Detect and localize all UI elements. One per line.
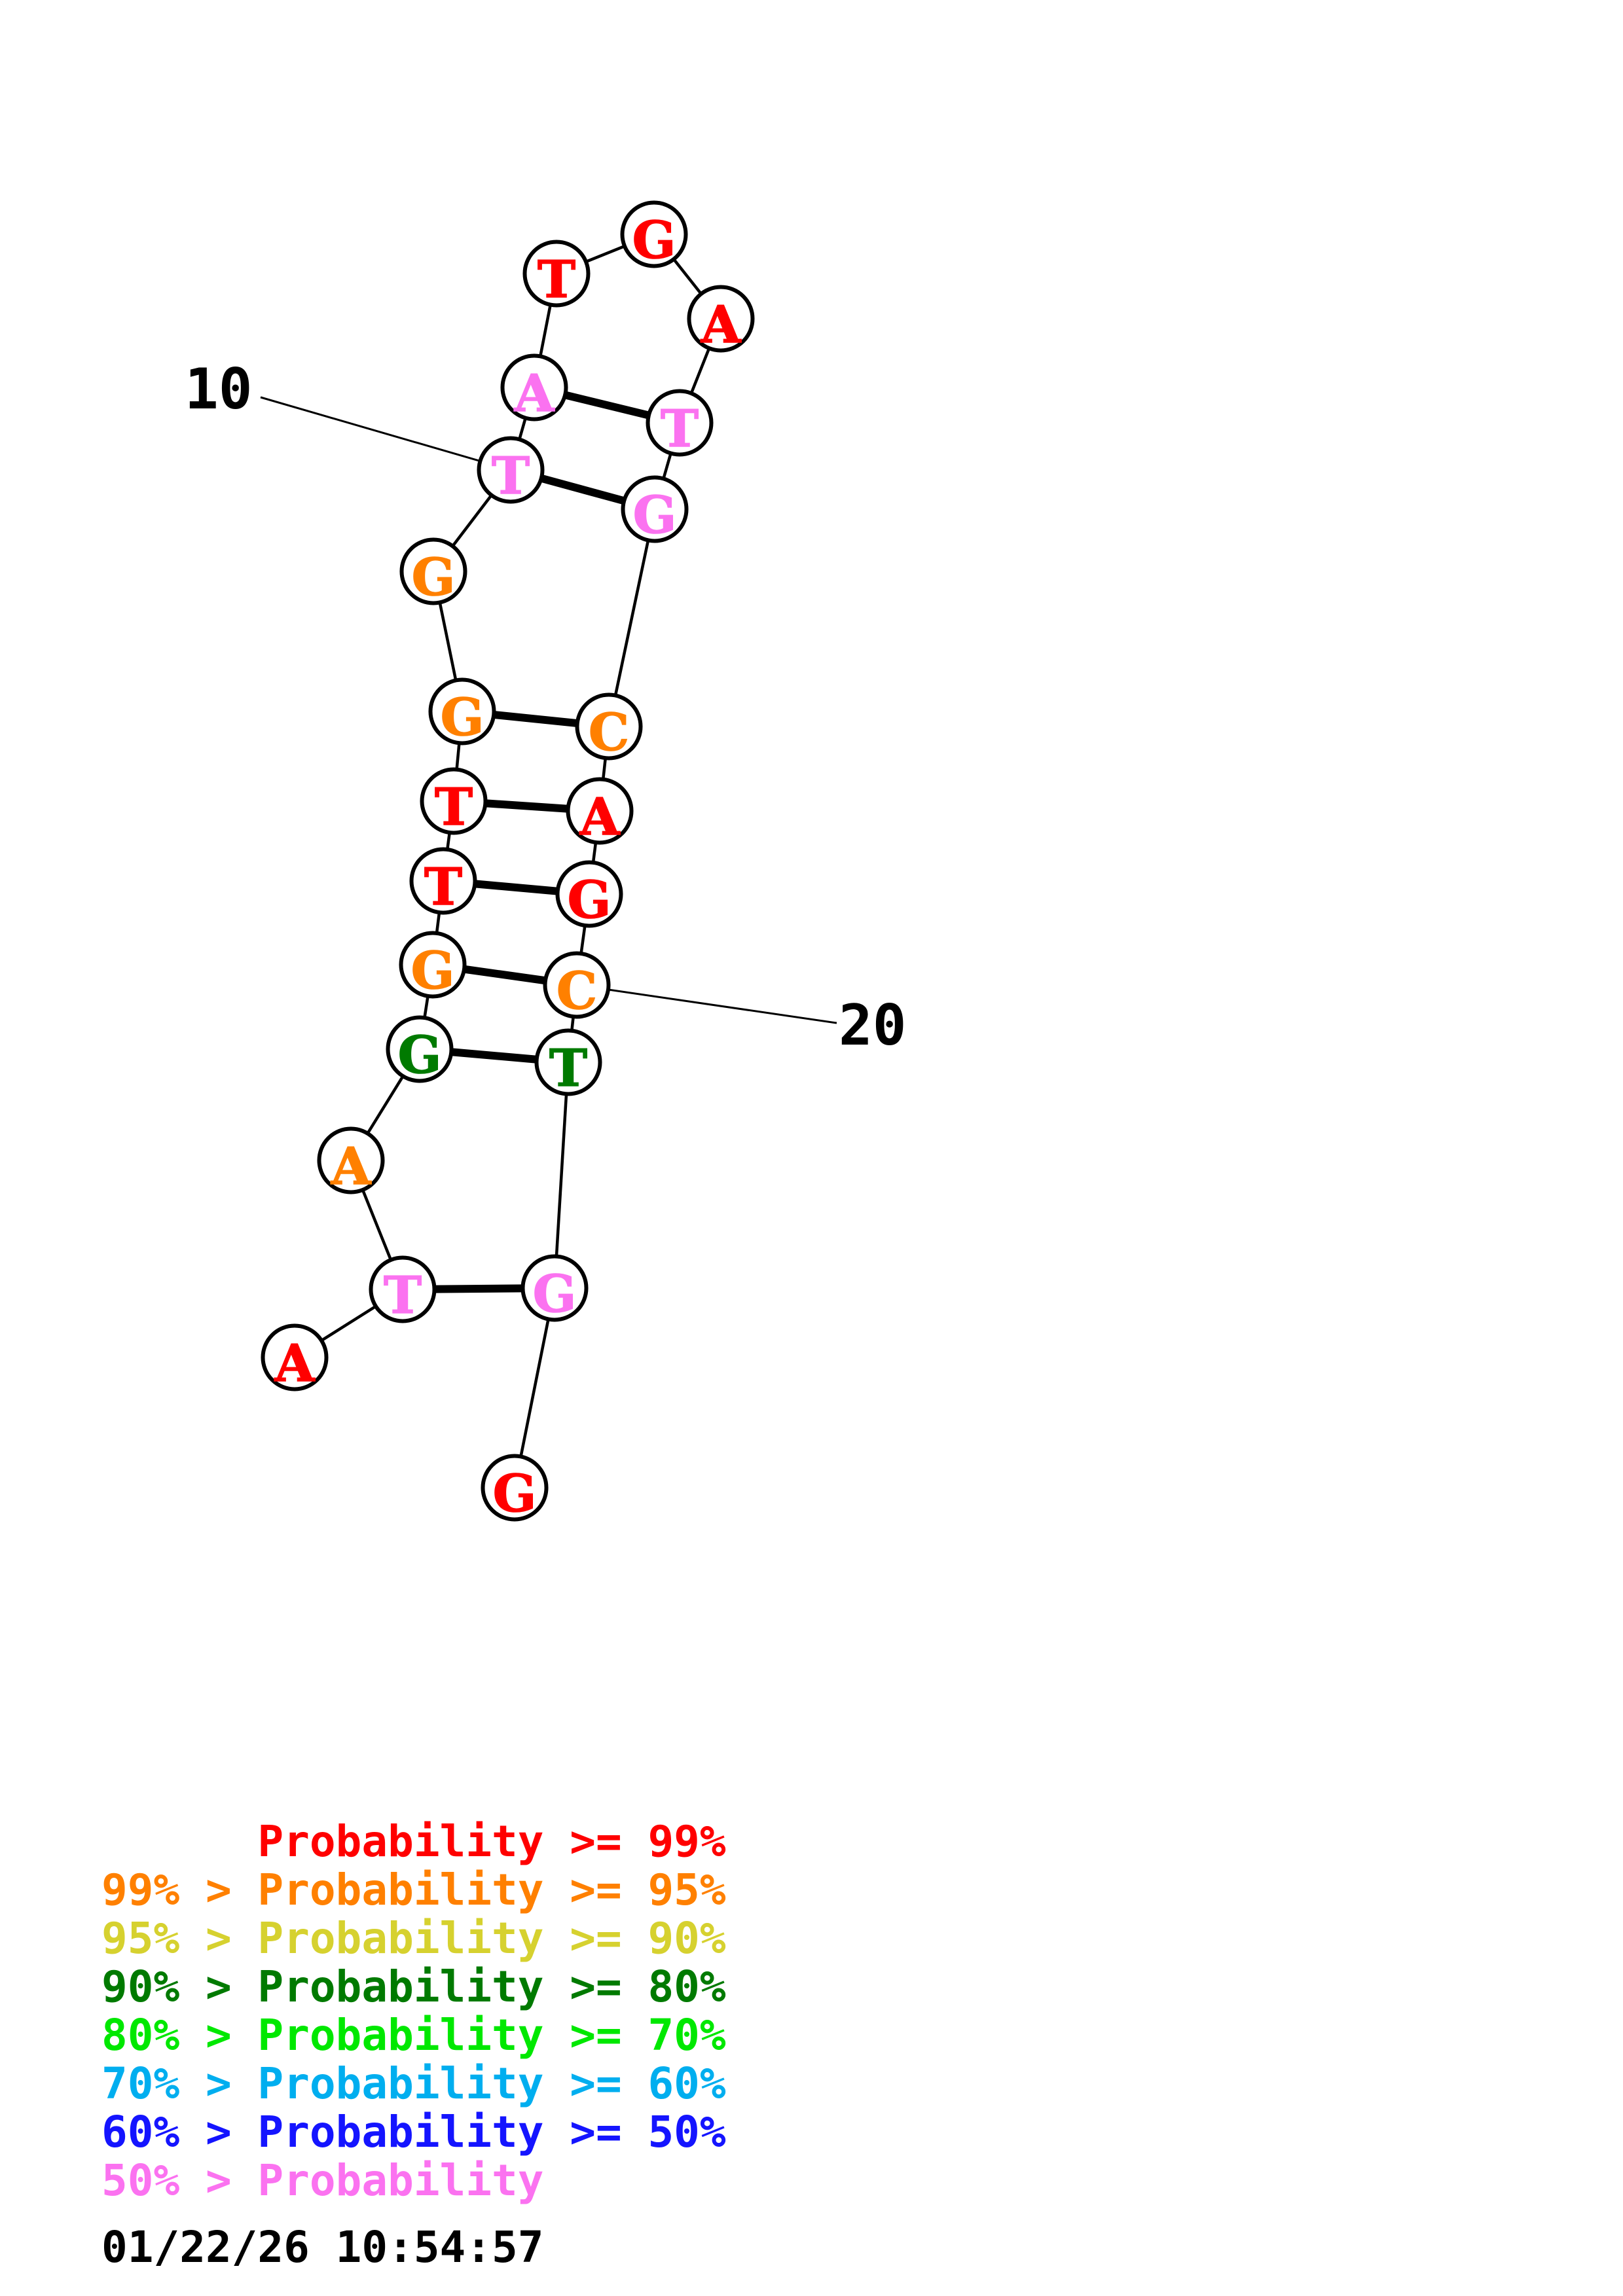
legend-row: Probability >= 99% xyxy=(101,1816,726,1867)
nucleotide-circle xyxy=(620,200,688,268)
nucleotide-circle xyxy=(555,860,623,928)
nucleotide: T xyxy=(369,1255,437,1326)
nucleotide: G xyxy=(386,1015,454,1086)
nucleotide-letter: A xyxy=(701,295,742,355)
nucleotide-letter: G xyxy=(412,548,456,607)
nucleotide-letter: T xyxy=(492,446,530,506)
nucleotide: T xyxy=(477,436,545,507)
nucleotide-letter: G xyxy=(398,1026,442,1085)
legend-row: 70% > Probability >= 60% xyxy=(101,2058,726,2109)
nucleotide-circle xyxy=(687,285,755,353)
legend-row: 99% > Probability >= 95% xyxy=(101,1865,726,1915)
legend-row: 50% > Probability xyxy=(101,2155,544,2206)
nucleotide-circle xyxy=(317,1126,385,1194)
nucleotide-letter: C xyxy=(589,703,629,762)
nucleotide: A xyxy=(261,1323,329,1394)
position-labels-layer: 10 20 xyxy=(185,357,907,1058)
position-leader-line xyxy=(260,396,511,471)
nucleotide: G xyxy=(520,1254,589,1325)
nucleotide-circle xyxy=(543,951,611,1019)
nucleotide-circle xyxy=(575,692,643,761)
position-leader-line xyxy=(576,984,837,1024)
nucleotide-circle xyxy=(481,1454,549,1522)
nucleotide: G xyxy=(621,475,689,546)
nucleotide: G xyxy=(399,931,467,1001)
nucleotide-circle xyxy=(369,1255,437,1323)
nucleotide: T xyxy=(420,767,488,838)
nucleotide: G xyxy=(399,537,467,608)
nucleotide-circle xyxy=(500,353,568,422)
nucleotide: T xyxy=(534,1028,602,1099)
nucleotide: C xyxy=(575,692,643,763)
nucleotide-circle xyxy=(409,847,477,915)
nucleotide-letter: C xyxy=(556,961,597,1021)
nucleotide-circle xyxy=(261,1323,329,1391)
nucleotide-letter: G xyxy=(411,941,455,1001)
nucleotide-letter: A xyxy=(274,1334,316,1393)
nucleotide: A xyxy=(317,1126,385,1197)
nucleotide: A xyxy=(687,285,755,355)
nucleotide: G xyxy=(428,677,496,748)
nucleotide: G xyxy=(620,200,688,271)
nucleotide: G xyxy=(555,860,623,931)
nucleotide-circle xyxy=(428,677,496,745)
nucleotide: C xyxy=(543,951,611,1022)
nucleotide-circle xyxy=(621,475,689,543)
nucleotide: A xyxy=(500,353,568,424)
backbone-line xyxy=(513,1287,556,1488)
position-label: 20 xyxy=(839,993,907,1058)
nucleotide-circle xyxy=(534,1028,602,1096)
nucleotide-circle xyxy=(477,436,545,504)
backbone-line xyxy=(607,509,657,727)
nucleotide-letter: T xyxy=(435,778,473,837)
nucleotide-letter: T xyxy=(384,1266,422,1325)
nucleotide-letter: G xyxy=(493,1464,537,1524)
nucleotide: T xyxy=(646,389,714,459)
nucleotide-letter: T xyxy=(661,399,699,459)
nucleotide: T xyxy=(522,240,591,310)
nucleotide-circle xyxy=(566,777,634,845)
nucleotide: G xyxy=(481,1454,549,1524)
nucleotide-letter: G xyxy=(568,870,611,930)
nucleotide-circle xyxy=(646,389,714,457)
nucleotide-letter: G xyxy=(632,211,676,270)
position-label: 10 xyxy=(185,357,253,422)
backbone-line xyxy=(553,1062,570,1289)
nucleotide-circle xyxy=(420,767,488,835)
nucleotide-circle xyxy=(520,1254,589,1322)
legend-row: 60% > Probability >= 50% xyxy=(101,2107,726,2157)
nucleotide: T xyxy=(409,847,477,918)
nucleotide: A xyxy=(566,777,634,848)
nucleotide-letter: A xyxy=(514,364,555,423)
nucleotide-letter: T xyxy=(424,857,462,917)
nucleotide-letter: G xyxy=(633,486,677,545)
legend: Probability >= 99%99% > Probability >= 9… xyxy=(101,1816,726,2206)
nucleotide-letter: T xyxy=(538,250,575,310)
nucleotide-circle xyxy=(386,1015,454,1083)
nucleotide-letter: A xyxy=(331,1137,372,1196)
nucleotide-circle xyxy=(399,537,467,605)
nucleotide-circle xyxy=(522,240,591,308)
legend-row: 95% > Probability >= 90% xyxy=(101,1913,726,1964)
nucleotide-letter: G xyxy=(533,1265,577,1324)
timestamp: 01/22/26 10:54:57 xyxy=(101,2222,544,2272)
nucleotide-circle xyxy=(399,931,467,999)
legend-row: 90% > Probability >= 80% xyxy=(101,1962,726,2012)
legend-row: 80% > Probability >= 70% xyxy=(101,2010,726,2060)
nucleotide-letter: G xyxy=(441,688,484,747)
nucleotide-letter: A xyxy=(579,787,621,847)
leader-lines-layer xyxy=(260,396,837,1024)
nucleotide-letter: T xyxy=(549,1039,587,1098)
